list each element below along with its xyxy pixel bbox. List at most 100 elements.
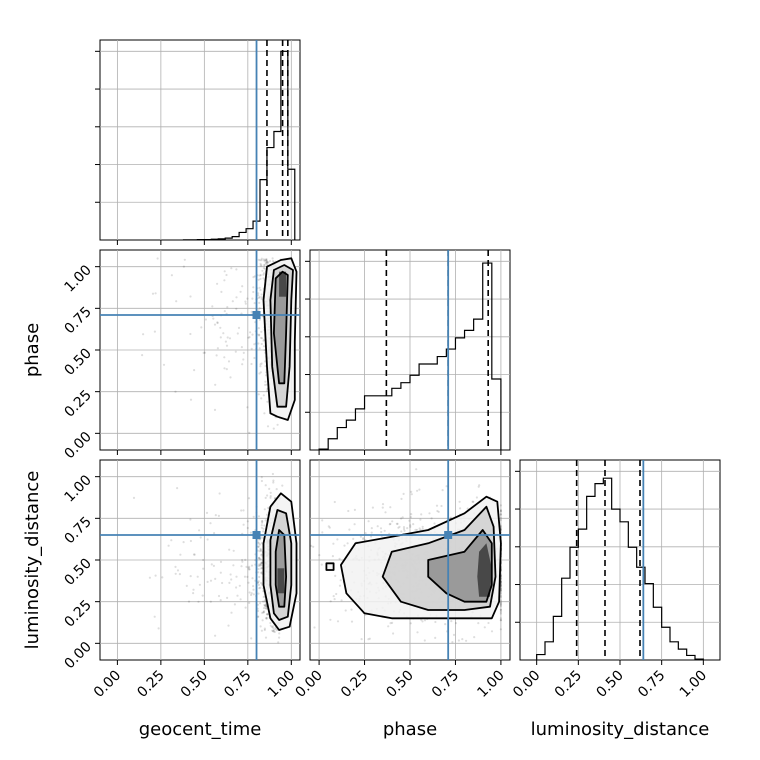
sample-point xyxy=(225,368,228,371)
sample-point xyxy=(257,545,260,548)
sample-point xyxy=(388,523,391,526)
sample-point xyxy=(192,553,196,556)
sample-point xyxy=(263,264,266,267)
sample-point xyxy=(205,511,209,514)
sample-point xyxy=(265,616,268,619)
sample-point xyxy=(267,506,270,509)
sample-point xyxy=(367,638,370,641)
sample-point xyxy=(331,555,334,558)
sample-point xyxy=(327,525,330,528)
sample-point xyxy=(200,326,203,329)
sample-point xyxy=(162,363,166,366)
sample-point xyxy=(334,574,337,578)
sample-point xyxy=(441,489,444,492)
sample-point xyxy=(156,257,159,260)
sample-point xyxy=(269,624,272,627)
sample-point xyxy=(223,310,226,313)
contour-line xyxy=(262,492,298,631)
sample-point xyxy=(276,423,279,426)
sample-point xyxy=(321,519,324,522)
sample-point xyxy=(360,638,363,641)
sample-point xyxy=(421,527,424,531)
sample-point xyxy=(244,606,247,609)
sample-point xyxy=(391,520,394,523)
sample-point xyxy=(260,330,263,333)
sample-point xyxy=(260,524,263,527)
sample-point xyxy=(272,481,275,484)
sample-point xyxy=(183,258,186,261)
tick-label-phase: 0.50 xyxy=(383,668,416,701)
sample-point xyxy=(182,541,185,544)
panel-luminosity_distance-hist xyxy=(515,459,721,661)
sample-point xyxy=(473,636,476,639)
sample-point xyxy=(258,543,261,546)
sample-point xyxy=(381,503,385,506)
sample-point xyxy=(403,529,406,532)
sample-point xyxy=(206,538,209,541)
sample-point xyxy=(263,627,266,630)
sample-point xyxy=(265,260,268,263)
tick-label-luminosity_distance: 0.25 xyxy=(552,668,585,701)
sample-point xyxy=(483,626,486,629)
sample-point xyxy=(252,276,255,279)
sample-point xyxy=(257,615,260,618)
panel-phase-luminosity_distance xyxy=(309,459,511,661)
sample-point xyxy=(227,624,230,627)
tick-label-luminosity_distance: 0.75 xyxy=(635,668,668,701)
sample-point xyxy=(391,621,394,625)
sample-point xyxy=(275,488,278,491)
sample-point xyxy=(258,295,261,299)
sample-point xyxy=(248,336,251,339)
sample-point xyxy=(364,532,367,535)
sample-point xyxy=(265,257,268,261)
sample-point xyxy=(250,564,254,567)
sample-point xyxy=(244,558,247,562)
truth-marker xyxy=(252,311,261,319)
sample-point xyxy=(264,380,267,383)
sample-point xyxy=(499,603,502,607)
sample-point xyxy=(247,497,251,500)
sample-point xyxy=(260,479,263,483)
sample-point xyxy=(241,363,244,366)
sample-point xyxy=(336,538,339,541)
sample-point xyxy=(410,490,413,493)
sample-point xyxy=(260,297,263,300)
sample-point xyxy=(262,394,265,397)
sample-point xyxy=(202,351,205,354)
sample-point xyxy=(210,563,213,566)
sample-point xyxy=(260,257,263,260)
sample-point xyxy=(264,261,267,264)
hist-step xyxy=(182,50,296,241)
sample-point xyxy=(257,583,260,587)
sample-point xyxy=(167,544,170,547)
sample-point xyxy=(389,622,392,625)
sample-point xyxy=(266,494,269,497)
sample-point xyxy=(259,562,262,566)
sample-point xyxy=(154,292,157,295)
sample-point xyxy=(250,592,253,595)
sample-point xyxy=(170,539,173,542)
sample-point xyxy=(204,318,207,321)
sample-point xyxy=(457,639,460,642)
tick-label-phase: 0.25 xyxy=(61,387,94,420)
hist-geocent_time xyxy=(95,40,300,241)
sample-point xyxy=(189,332,192,336)
sample-point xyxy=(415,468,418,471)
scatter-phase-luminosity_distance xyxy=(310,460,510,660)
sample-point xyxy=(458,500,461,503)
density-level xyxy=(279,271,287,297)
sample-point xyxy=(420,618,423,621)
sample-point xyxy=(214,577,217,581)
sample-point xyxy=(433,522,436,525)
sample-point xyxy=(209,522,212,525)
sample-point xyxy=(275,629,278,632)
sample-point xyxy=(251,297,254,300)
sample-point xyxy=(257,541,260,544)
sample-point xyxy=(219,336,222,339)
sample-point xyxy=(252,593,255,596)
sample-point xyxy=(260,397,263,400)
sample-point xyxy=(260,296,263,299)
sample-point xyxy=(262,345,266,348)
sample-point xyxy=(263,603,266,607)
contour-line xyxy=(381,505,497,611)
